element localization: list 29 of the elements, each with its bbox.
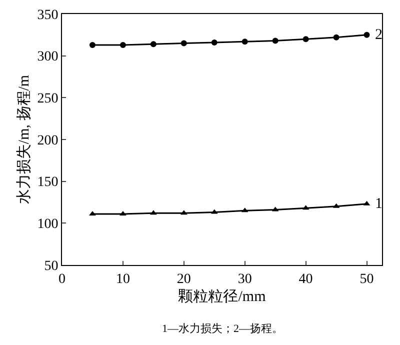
x-tick-label: 0 bbox=[58, 272, 66, 287]
point bbox=[150, 41, 156, 48]
x-tick-label: 10 bbox=[116, 272, 130, 287]
point bbox=[364, 32, 370, 38]
y-tick-label: 300 bbox=[37, 50, 58, 65]
x-tick-label: 40 bbox=[298, 272, 313, 287]
point bbox=[180, 40, 187, 46]
point bbox=[89, 42, 96, 48]
y-tick-label: 50 bbox=[44, 258, 58, 274]
y-tick-label: 100 bbox=[37, 217, 58, 232]
y-axis-title: 水力损失/m, 扬程/m bbox=[15, 74, 32, 204]
y-tick-label: 350 bbox=[37, 8, 58, 23]
point bbox=[89, 210, 96, 216]
point bbox=[242, 38, 248, 45]
series-label: 2 bbox=[375, 27, 382, 43]
point bbox=[211, 39, 218, 46]
y-tick-label: 200 bbox=[37, 133, 58, 148]
point bbox=[272, 38, 278, 44]
y-tick-label: 250 bbox=[37, 92, 58, 107]
x-axis-title: 颗粒粒径/mm bbox=[178, 288, 266, 305]
x-tick-label: 20 bbox=[176, 272, 191, 287]
x-tick-label: 50 bbox=[360, 272, 374, 287]
point bbox=[120, 42, 126, 48]
point bbox=[333, 34, 340, 40]
series-label: 1 bbox=[375, 196, 382, 212]
y-tick-label: 150 bbox=[37, 175, 58, 190]
x-tick-label: 30 bbox=[238, 272, 252, 287]
point bbox=[302, 36, 309, 42]
text: 1—水力损失；2—扬程。 bbox=[162, 322, 283, 335]
